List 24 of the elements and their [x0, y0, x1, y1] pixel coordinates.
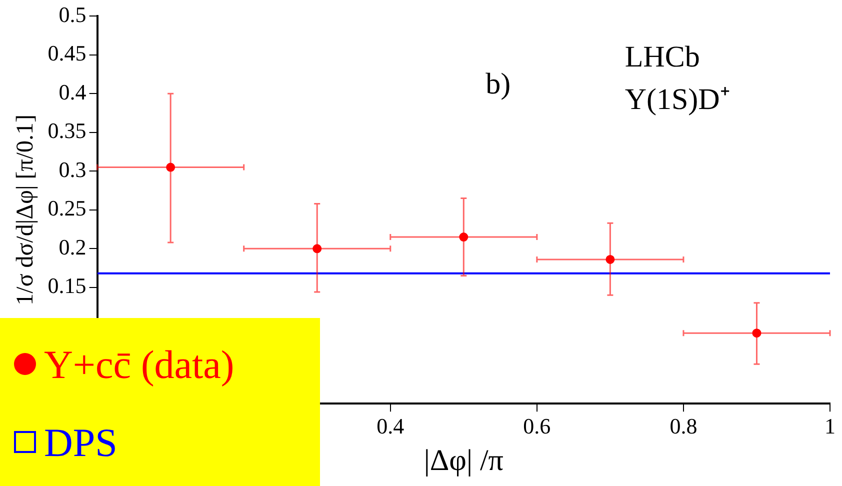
x-tick-label: 0.4 [376, 414, 404, 439]
point [166, 162, 176, 172]
y-tick-label: 0.3 [58, 156, 86, 182]
annotation: b) [486, 68, 511, 101]
legend-label: Υ+cc̄ (data) [44, 340, 234, 388]
x-tick-label: 0.8 [670, 414, 698, 439]
point [312, 244, 322, 254]
y-tick-label: 0.45 [48, 40, 86, 66]
x-tick-label: 1 [824, 414, 836, 439]
annotation: LHCb [624, 40, 700, 74]
annotation: Υ(1S)D⁺ [624, 83, 730, 116]
y-tick-label: 0.2 [58, 234, 86, 260]
y-tick-label: 0.25 [48, 196, 86, 221]
point [459, 232, 468, 242]
point [752, 328, 762, 338]
y-tick-label: 0.5 [58, 2, 86, 27]
y-tick-label: 0.4 [58, 79, 86, 104]
x-tick-label: 0.6 [523, 414, 551, 439]
y-axis-title: 1/σ dσ/d|Δφ| [π/0.1] [12, 114, 39, 306]
y-tick-label: 0.35 [48, 118, 86, 144]
point [606, 254, 615, 264]
legend-label: DPS [44, 418, 118, 466]
y-tick-label: 0.15 [48, 273, 86, 298]
x-axis-title: |Δφ| /π [424, 444, 504, 477]
